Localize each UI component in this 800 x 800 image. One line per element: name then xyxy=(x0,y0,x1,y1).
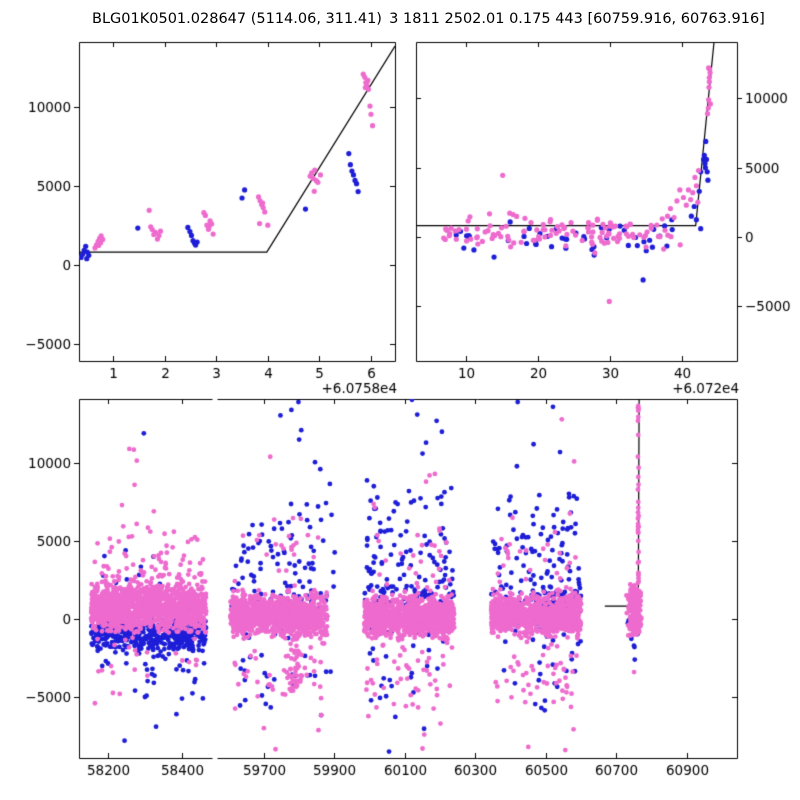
plot-title-right: 3 1811 2502.01 0.175 443 [60759.916, 607… xyxy=(389,11,765,27)
plot-title-left: BLG01K0501.028647 (5114.06, 311.41) xyxy=(92,11,382,27)
